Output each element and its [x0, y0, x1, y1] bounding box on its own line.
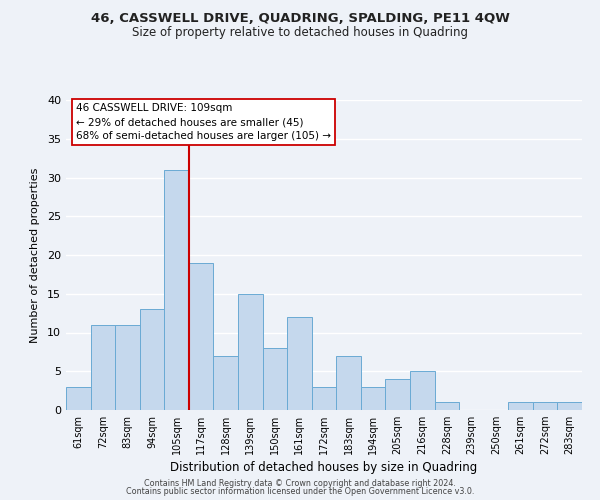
- Bar: [312, 387, 336, 410]
- Bar: [115, 325, 140, 410]
- Bar: [189, 263, 214, 410]
- Bar: [238, 294, 263, 410]
- Text: Contains HM Land Registry data © Crown copyright and database right 2024.: Contains HM Land Registry data © Crown c…: [144, 478, 456, 488]
- Bar: [336, 356, 361, 410]
- Bar: [410, 371, 434, 410]
- Bar: [263, 348, 287, 410]
- Text: Size of property relative to detached houses in Quadring: Size of property relative to detached ho…: [132, 26, 468, 39]
- Bar: [385, 379, 410, 410]
- Y-axis label: Number of detached properties: Number of detached properties: [30, 168, 40, 342]
- Bar: [214, 356, 238, 410]
- Text: 46 CASSWELL DRIVE: 109sqm
← 29% of detached houses are smaller (45)
68% of semi-: 46 CASSWELL DRIVE: 109sqm ← 29% of detac…: [76, 103, 331, 141]
- Bar: [533, 402, 557, 410]
- Bar: [508, 402, 533, 410]
- Bar: [91, 325, 115, 410]
- Bar: [434, 402, 459, 410]
- Text: Contains public sector information licensed under the Open Government Licence v3: Contains public sector information licen…: [126, 487, 474, 496]
- Bar: [361, 387, 385, 410]
- X-axis label: Distribution of detached houses by size in Quadring: Distribution of detached houses by size …: [170, 462, 478, 474]
- Text: 46, CASSWELL DRIVE, QUADRING, SPALDING, PE11 4QW: 46, CASSWELL DRIVE, QUADRING, SPALDING, …: [91, 12, 509, 26]
- Bar: [164, 170, 189, 410]
- Bar: [557, 402, 582, 410]
- Bar: [140, 309, 164, 410]
- Bar: [66, 387, 91, 410]
- Bar: [287, 317, 312, 410]
